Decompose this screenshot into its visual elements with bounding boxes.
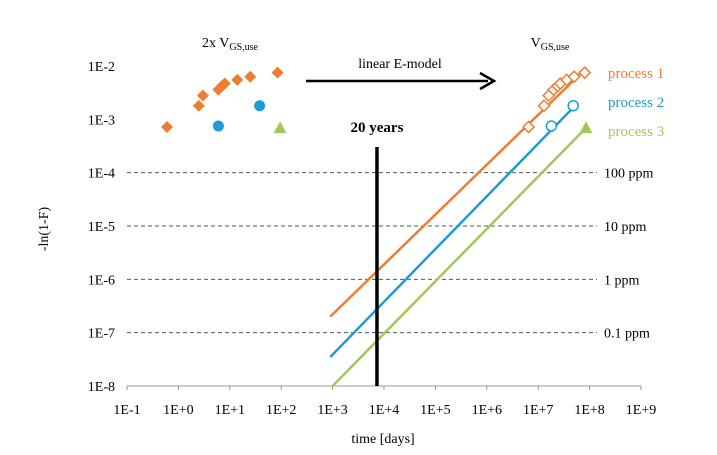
arrow-label: linear E-model — [358, 57, 442, 72]
y-tick-label: 1E-5 — [88, 220, 115, 235]
extrapolated-point-process-1 — [578, 66, 592, 80]
stress-point-process-1 — [271, 66, 284, 79]
series-label-process-1: process 1 — [608, 66, 664, 82]
x-tick-label: 1E+1 — [215, 403, 245, 418]
x-tick-label: 1E+6 — [472, 403, 502, 418]
y-tick-label: 1E-4 — [88, 167, 115, 182]
x-tick-label: 1E+7 — [523, 403, 553, 418]
fit-line-process-2 — [329, 103, 578, 358]
data-markers — [160, 66, 593, 134]
series-label-process-3: process 3 — [608, 124, 664, 140]
extrapolated-point-process-3 — [579, 121, 593, 134]
x-tick-label: 1E+3 — [317, 403, 347, 418]
ppm-label-10-ppm: 10 ppm — [604, 220, 647, 235]
stress-point-process-1 — [192, 99, 205, 112]
fit-lines — [329, 71, 587, 387]
stress-point-process-2 — [212, 120, 224, 132]
ppm-reference-lines: 100 ppm 10 ppm 1 ppm 0.1 ppm — [127, 167, 654, 342]
ppm-label-100-ppm: 100 ppm — [604, 167, 654, 182]
x-tick-label: 1E+2 — [266, 403, 296, 418]
twenty-years-label: 20 years — [351, 120, 404, 136]
y-tick-label: 1E-8 — [88, 380, 115, 395]
y-axis-label: -ln(1-F) — [37, 207, 52, 252]
y-tick-label: 1E-7 — [88, 327, 115, 342]
x-tick-label: 1E+4 — [369, 403, 399, 418]
stress-condition-label: 2x VGS,use — [202, 36, 259, 53]
y-tick-label: 1E-3 — [88, 113, 115, 128]
extrapolated-point-process-1 — [567, 70, 581, 84]
stress-point-process-1 — [218, 77, 231, 90]
extrapolated-point-process-1 — [537, 99, 551, 113]
extrapolated-point-process-1 — [522, 120, 536, 134]
y-axis-tick-labels: 1E-8 1E-7 1E-6 1E-5 1E-4 1E-3 1E-2 — [88, 60, 115, 395]
stress-point-process-1 — [231, 73, 244, 86]
extrapolation-arrow-head — [479, 71, 497, 91]
stress-point-process-1 — [160, 120, 173, 133]
x-axis-label: time [days] — [351, 432, 414, 447]
ppm-label-0-1-ppm: 0.1 ppm — [604, 327, 650, 342]
stress-point-process-2 — [254, 100, 266, 112]
use-condition-label: VGS,use — [531, 36, 570, 53]
y-tick-label: 1E-6 — [88, 273, 115, 288]
series-label-process-2: process 2 — [608, 95, 664, 111]
stress-point-process-1 — [196, 89, 209, 102]
x-tick-label: 1E-1 — [113, 403, 140, 418]
x-tick-label: 1E+0 — [163, 403, 193, 418]
extrapolated-point-process-2 — [545, 120, 558, 132]
stress-point-process-1 — [244, 70, 257, 83]
series-labels: process 1 process 2 process 3 — [608, 66, 664, 140]
stress-point-process-3 — [273, 121, 287, 134]
x-tick-label: 1E+9 — [626, 403, 656, 418]
x-tick-label: 1E+5 — [420, 403, 450, 418]
y-tick-label: 1E-2 — [88, 60, 115, 75]
fit-line-process-1 — [329, 71, 583, 318]
ppm-label-1-ppm: 1 ppm — [604, 273, 640, 288]
fit-line-process-3 — [331, 127, 587, 387]
x-axis-tick-labels: 1E-1 1E+0 1E+1 1E+2 1E+3 1E+4 1E+5 1E+6 1E+7 1E+8… — [113, 386, 656, 418]
extrapolated-point-process-2 — [567, 99, 579, 112]
x-tick-label: 1E+8 — [574, 403, 604, 418]
